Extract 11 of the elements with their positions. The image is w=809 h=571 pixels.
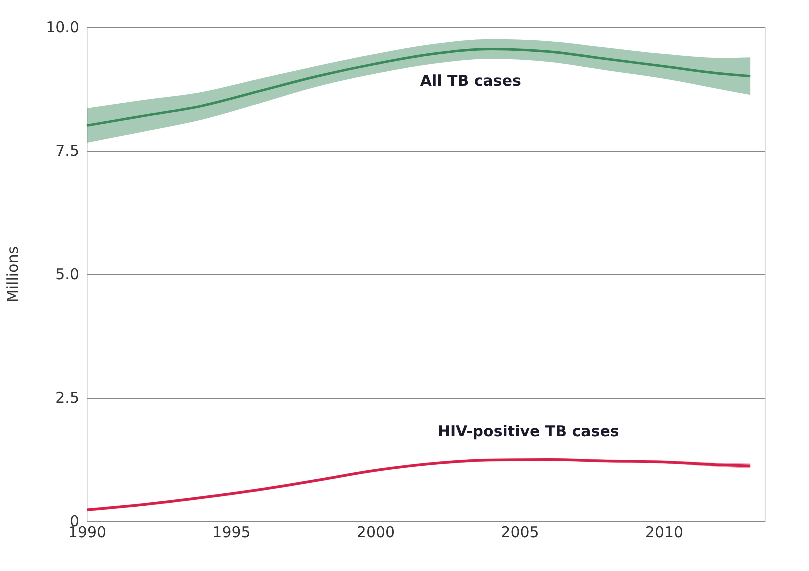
- y-tick-label: 2.5: [56, 389, 80, 407]
- x-tick-label: 1995: [212, 524, 251, 542]
- x-tick-label: 2010: [645, 524, 684, 542]
- series-label: HIV-positive TB cases: [438, 422, 620, 441]
- y-axis-title: Millions: [4, 246, 22, 303]
- y-tick-label: 7.5: [56, 142, 80, 160]
- y-tick-label: 10.0: [46, 18, 80, 36]
- y-tick-label: 5.0: [56, 266, 80, 284]
- series-label: All TB cases: [420, 72, 522, 90]
- x-tick-label: 2000: [356, 524, 396, 542]
- x-tick-label: 2005: [501, 524, 540, 542]
